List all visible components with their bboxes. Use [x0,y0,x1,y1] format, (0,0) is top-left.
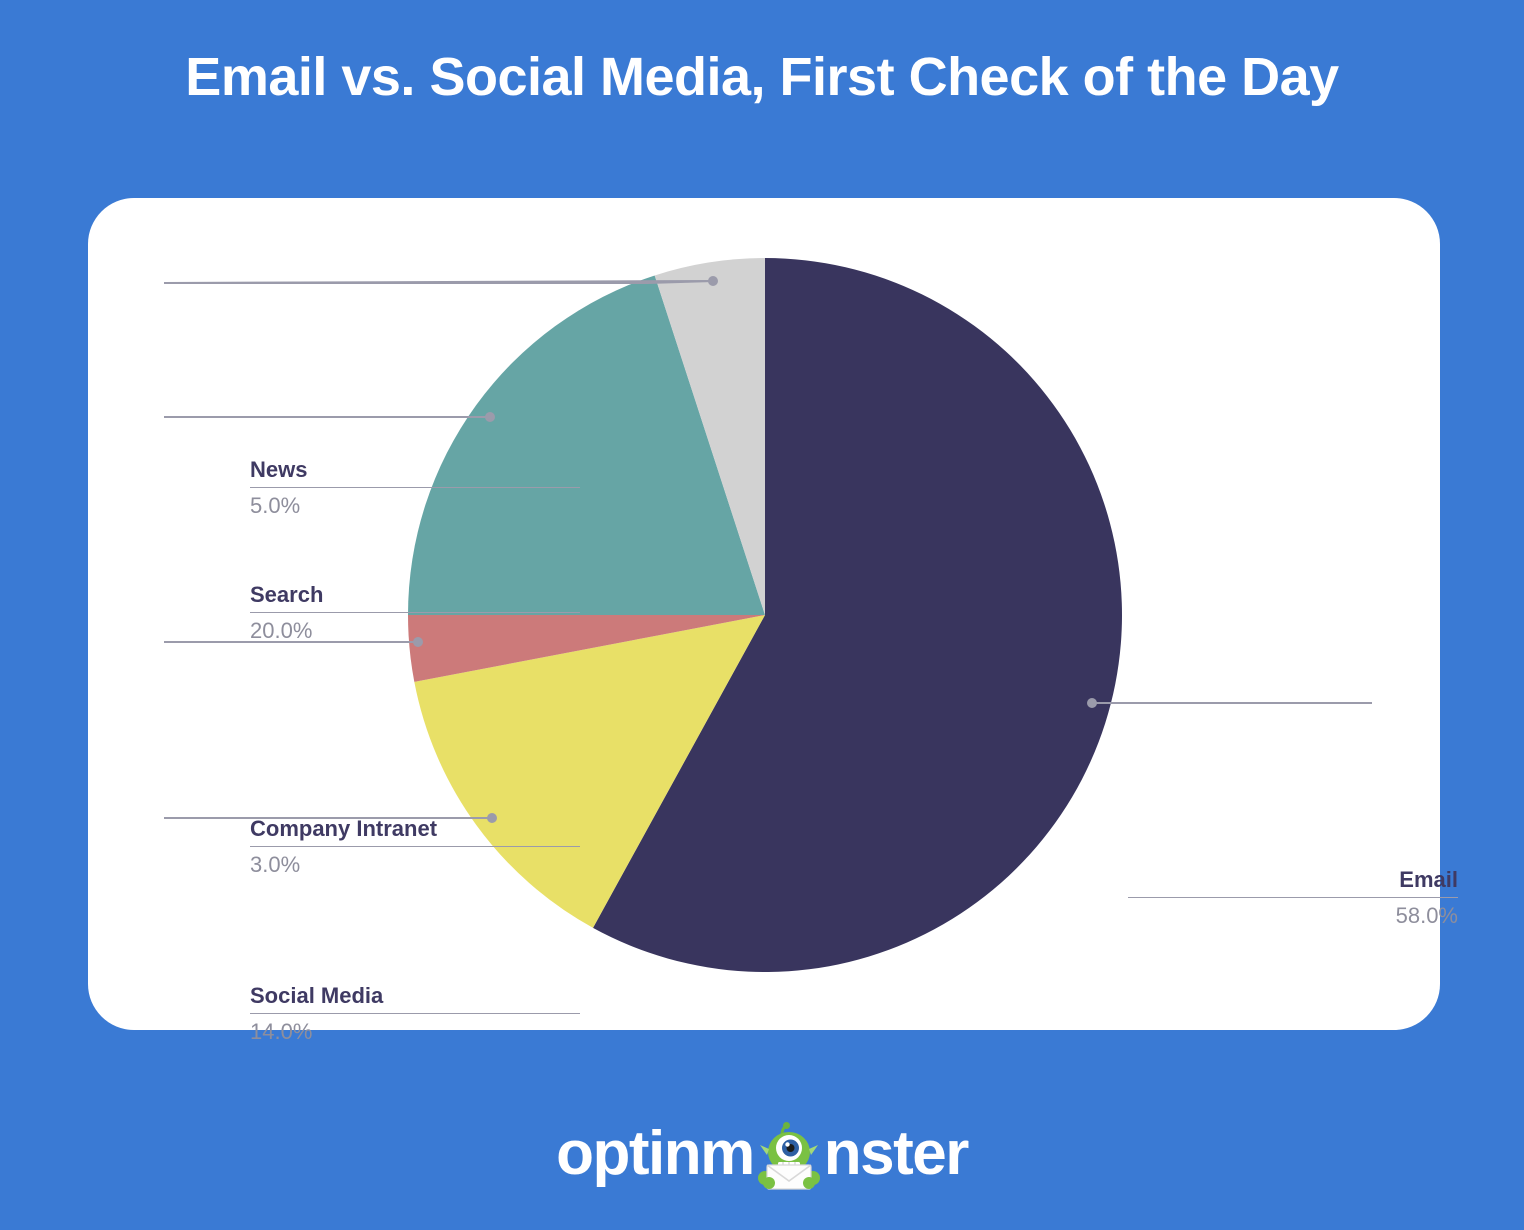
callout-search-value: 20.0% [250,617,313,643]
brand-name-part2: nster [823,1119,970,1188]
brand-logo[interactable]: optinm [0,1108,1524,1200]
callout-email-label: Email [1399,867,1458,892]
callout-news-label: News [250,457,308,482]
pie-slice-social-media[interactable] [414,615,765,928]
callout-company-intranet-rule [250,845,580,847]
leader-line-news-path [164,280,714,284]
callout-email-rule [1128,896,1458,898]
leader-dot-social-media [487,813,497,823]
callout-news-value: 5.0% [250,492,301,518]
callout-search[interactable]: Search 20.0% [250,581,580,644]
callout-search-rule [250,611,580,613]
callout-search-label: Search [250,582,324,607]
leader-dot-company-intranet [413,637,423,647]
pie-slice-company-intranet[interactable] [408,615,765,682]
callout-social-media-label: Social Media [250,983,384,1008]
callout-company-intranet-label: Company Intranet [250,816,438,841]
callout-email[interactable]: Email 58.0% [1128,866,1458,929]
brand-name-part1: optinm [556,1119,755,1188]
callout-news[interactable]: News 5.0% [250,456,580,519]
leader-dot-email [1087,698,1097,708]
chart-card: News 5.0% Search 20.0% Company Intranet … [88,198,1458,1044]
pie-slice-news[interactable] [654,258,765,615]
callout-social-media[interactable]: Social Media 14.0% [250,982,580,1045]
pie-slice-email[interactable] [593,258,1122,972]
leader-dot-news [708,276,718,286]
leader-dot-search [485,412,495,422]
callout-company-intranet[interactable]: Company Intranet 3.0% [250,815,580,878]
monster-envelope-icon [752,1121,826,1195]
pie-chart [163,258,1372,972]
callout-social-media-rule [250,1012,580,1014]
page-title: Email vs. Social Media, First Check of t… [185,47,1339,107]
callout-news-rule [250,486,580,488]
callout-email-value: 58.0% [1395,902,1458,928]
callout-company-intranet-value: 3.0% [250,851,301,877]
pie-slice-search[interactable] [408,275,765,615]
callout-social-media-value: 14.0% [250,1018,313,1044]
